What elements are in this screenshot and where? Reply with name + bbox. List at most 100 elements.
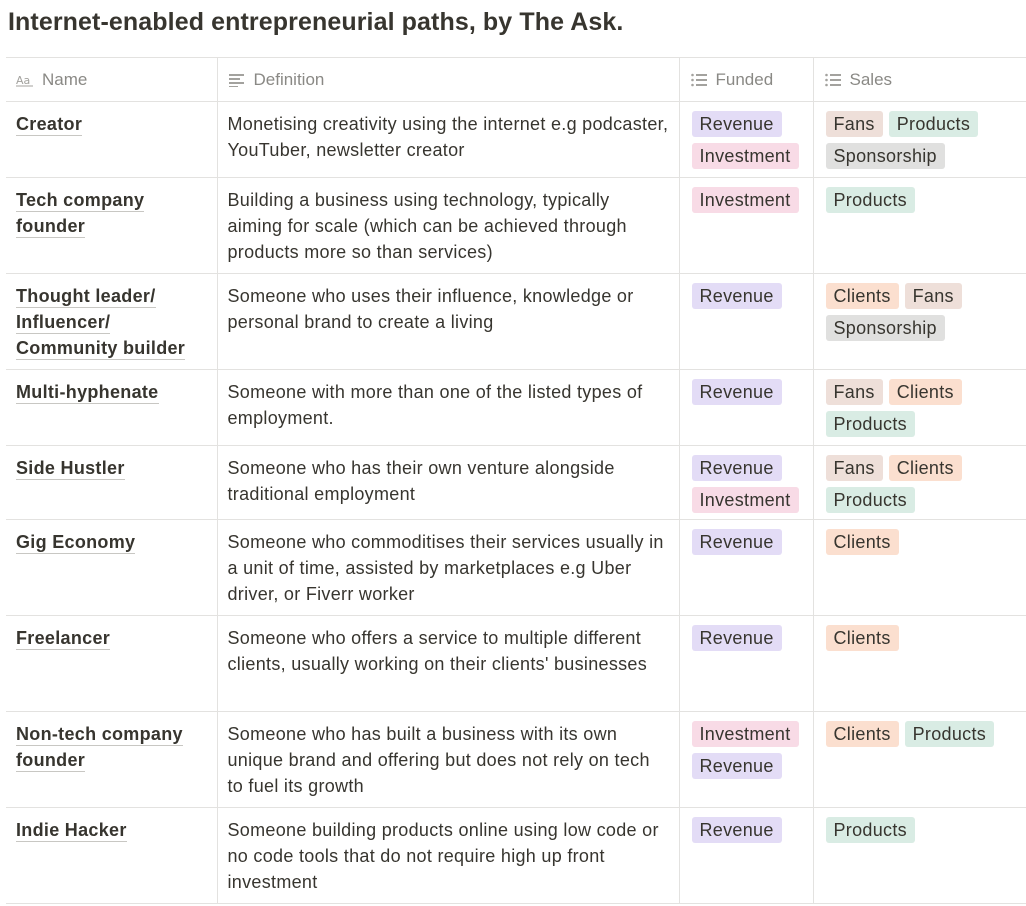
list-icon — [824, 71, 842, 89]
tag-revenue: Revenue — [691, 379, 782, 405]
page-link-name[interactable]: Side Hustler — [16, 458, 125, 480]
page-link-name[interactable]: Freelancer — [16, 628, 111, 650]
table-row[interactable]: Side Hustler Someone who has their own ve… — [6, 445, 1026, 520]
definition-text: Someone who commoditises their services … — [227, 532, 664, 604]
tag-clients: Clients — [825, 529, 899, 555]
cell-name[interactable]: Gig Economy — [6, 519, 218, 616]
cell-sales[interactable]: Products — [812, 807, 1026, 904]
column-header-name-label: Name — [42, 69, 88, 89]
cell-funded[interactable]: Revenue — [678, 519, 814, 616]
table-row[interactable]: Indie Hacker Someone building products on… — [6, 807, 1026, 904]
page-link-name[interactable]: Gig Economy — [16, 532, 136, 554]
tag-investment: Investment — [691, 487, 799, 513]
definition-text: Monetising creativity using the internet… — [227, 114, 669, 160]
page-link-name[interactable]: Tech company — [16, 190, 145, 212]
tag-products: Products — [825, 487, 915, 513]
tag-products: Products — [888, 111, 979, 137]
tag-revenue: Revenue — [691, 817, 782, 843]
definition-text: Someone who has built a business with it… — [227, 724, 650, 796]
column-header-funded[interactable]: Funded — [678, 57, 814, 102]
column-header-sales-label: Sales — [849, 69, 893, 89]
cell-definition[interactable]: Someone who has their own venture alongs… — [216, 445, 680, 520]
table-header-row: Aa Name — [6, 57, 1026, 102]
tag-revenue: Revenue — [691, 111, 782, 137]
cell-sales[interactable]: Fans Products Sponsorship — [812, 101, 1026, 178]
cell-sales[interactable]: Fans Clients Products — [812, 445, 1026, 520]
table-row[interactable]: Thought leader/Influencer/Community buil… — [6, 273, 1026, 370]
svg-text:Aa: Aa — [16, 74, 30, 87]
cell-name[interactable]: Multi-hyphenate — [6, 369, 218, 446]
cell-name[interactable]: Indie Hacker — [6, 807, 218, 904]
tag-fans: Fans — [825, 379, 883, 405]
cell-name[interactable]: Freelancer — [6, 615, 218, 712]
page-link-name[interactable]: founder — [16, 750, 86, 772]
page-link-name[interactable]: Indie Hacker — [16, 820, 127, 842]
cell-sales[interactable]: Clients Products — [812, 711, 1026, 808]
definition-text: Someone with more than one of the listed… — [227, 382, 643, 428]
title-text-icon: Aa — [16, 71, 34, 89]
definition-text: Someone who has their own venture alongs… — [227, 458, 615, 504]
cell-sales[interactable]: Clients — [812, 615, 1026, 712]
cell-funded[interactable]: Revenue Investment — [678, 101, 814, 178]
cell-name[interactable]: Creator — [6, 101, 218, 178]
page-link-name[interactable]: Influencer/ — [16, 312, 111, 334]
page-link-name[interactable]: Thought leader/ — [16, 286, 156, 308]
cell-sales[interactable]: Fans Clients Products — [812, 369, 1026, 446]
cell-funded[interactable]: Revenue — [678, 369, 814, 446]
cell-definition[interactable]: Someone building products online using l… — [216, 807, 680, 904]
table-row[interactable]: Tech company founder Building a business u… — [6, 177, 1026, 274]
cell-definition[interactable]: Someone with more than one of the listed… — [216, 369, 680, 446]
text-lines-icon — [228, 71, 246, 89]
cell-definition[interactable]: Someone who offers a service to multiple… — [216, 615, 680, 712]
column-header-definition[interactable]: Definition — [216, 57, 680, 102]
definition-text: Someone building products online using l… — [227, 820, 659, 892]
cell-funded[interactable]: Revenue — [678, 273, 814, 370]
tag-clients: Clients — [825, 625, 899, 651]
page-link-name[interactable]: Community builder — [16, 338, 186, 360]
cell-funded[interactable]: Investment Revenue — [678, 711, 814, 808]
cell-definition[interactable]: Monetising creativity using the internet… — [216, 101, 680, 178]
cell-name[interactable]: Thought leader/Influencer/Community buil… — [6, 273, 218, 370]
table-row[interactable]: Freelancer Someone who offers a service t… — [6, 615, 1026, 712]
cell-sales[interactable]: Products — [812, 177, 1026, 274]
page-title: Internet-enabled entrepreneurial paths, … — [8, 8, 624, 36]
page-link-name[interactable]: Non-tech company — [16, 724, 183, 746]
tag-revenue: Revenue — [691, 625, 782, 651]
tag-products: Products — [825, 187, 915, 213]
page-link-name[interactable]: founder — [16, 216, 86, 238]
cell-name[interactable]: Non-tech company founder — [6, 711, 218, 808]
cell-funded[interactable]: Revenue — [678, 615, 814, 712]
cell-definition[interactable]: Someone who has built a business with it… — [216, 711, 680, 808]
list-icon — [690, 71, 708, 89]
table-row[interactable]: Non-tech company founder Someone who has b… — [6, 711, 1026, 808]
cell-name[interactable]: Tech company founder — [6, 177, 218, 274]
page-link-name[interactable]: Multi-hyphenate — [16, 382, 159, 404]
cell-definition[interactable]: Building a business using technology, ty… — [216, 177, 680, 274]
tag-products: Products — [825, 817, 915, 843]
tag-investment: Investment — [691, 143, 799, 169]
table-row[interactable]: Creator Monetising creativity using the i… — [6, 101, 1026, 178]
cell-definition[interactable]: Someone who commoditises their services … — [216, 519, 680, 616]
tag-clients: Clients — [888, 379, 962, 405]
cell-funded[interactable]: Revenue Investment — [678, 445, 814, 520]
cell-funded[interactable]: Revenue — [678, 807, 814, 904]
tag-revenue: Revenue — [691, 455, 782, 481]
cell-definition[interactable]: Someone who uses their influence, knowle… — [216, 273, 680, 370]
definition-text: Someone who uses their influence, knowle… — [227, 286, 634, 332]
cell-funded[interactable]: Investment — [678, 177, 814, 274]
tag-investment: Investment — [691, 721, 799, 747]
definition-text: Someone who offers a service to multiple… — [227, 628, 648, 674]
table-row[interactable]: Gig Economy Someone who commoditises thei… — [6, 519, 1026, 616]
tag-investment: Investment — [691, 187, 799, 213]
column-header-sales[interactable]: Sales — [812, 57, 1026, 102]
column-header-definition-label: Definition — [253, 69, 325, 89]
page-link-name[interactable]: Creator — [16, 114, 83, 136]
tag-clients: Clients — [825, 283, 899, 309]
cell-sales[interactable]: Clients Fans Sponsorship — [812, 273, 1026, 370]
column-header-name[interactable]: Aa Name — [6, 57, 218, 102]
table-row[interactable]: Multi-hyphenate Someone with more than on… — [6, 369, 1026, 446]
cell-name[interactable]: Side Hustler — [6, 445, 218, 520]
tag-sponsorship: Sponsorship — [825, 143, 945, 169]
cell-sales[interactable]: Clients — [812, 519, 1026, 616]
tag-sponsorship: Sponsorship — [825, 315, 945, 341]
